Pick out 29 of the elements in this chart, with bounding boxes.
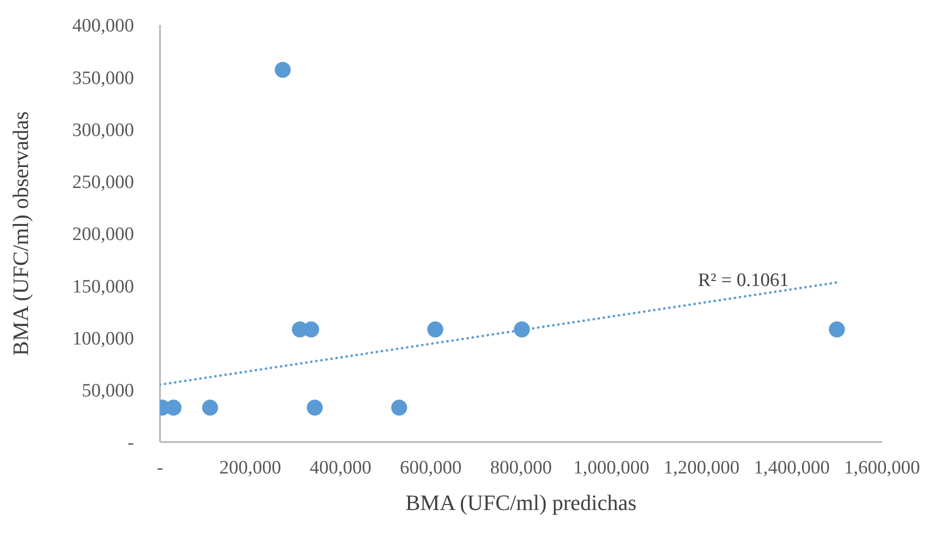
y-tick-label: 400,000: [72, 16, 134, 37]
x-tick-label: 1,600,000: [844, 457, 920, 478]
point: [427, 321, 444, 338]
y-tick-label: -: [128, 432, 134, 454]
point: [391, 400, 408, 416]
y-tick-label: 300,000: [72, 120, 134, 141]
x-tick-label: 800,000: [490, 457, 552, 478]
x-axis-title: BMA (UFC/ml) predichas: [406, 490, 636, 515]
point: [274, 62, 291, 78]
y-tick-label: 200,000: [72, 224, 134, 246]
x-tick-label: 1,200,000: [664, 457, 740, 478]
x-tick-label: 1,400,000: [754, 457, 830, 478]
x-tick-label: 600,000: [400, 457, 462, 478]
y-tick-label: 100,000: [72, 328, 134, 350]
point: [514, 321, 530, 338]
y-tick-label: 350,000: [72, 68, 134, 89]
y-tick-label: 50,000: [82, 380, 134, 402]
annotation: R² = 0.1061: [698, 270, 789, 292]
x-tick-label: 200,000: [219, 457, 282, 478]
y-tick-label: 150,000: [72, 276, 134, 298]
y-axis-title: BMA (UFC/ml) observadas: [8, 111, 33, 356]
point: [306, 400, 323, 416]
y-tick-label: 250,000: [72, 172, 134, 194]
point: [166, 400, 182, 416]
x-tick-label: 1,000,000: [573, 457, 650, 478]
point: [202, 400, 218, 416]
x-tick-label: -: [156, 457, 164, 478]
point: [828, 321, 845, 338]
x-tick-label: 400,000: [310, 457, 372, 478]
